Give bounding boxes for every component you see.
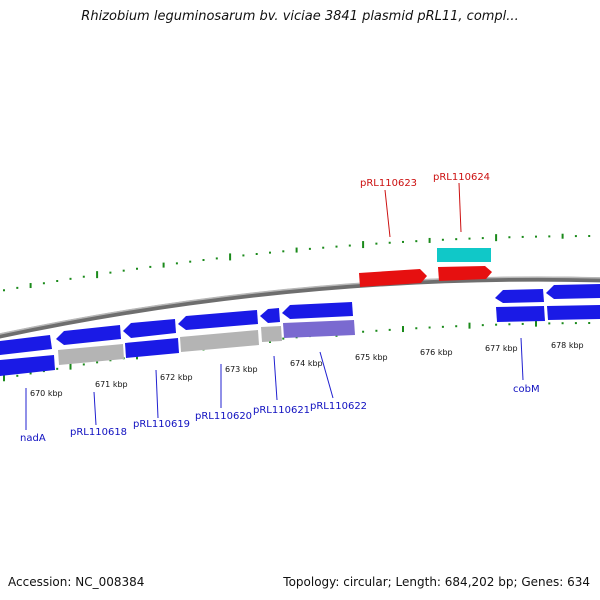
gene-label-pRL110618[interactable]: pRL110618 (70, 427, 127, 438)
gene-labels: nadA pRL110618 pRL110619 pRL110620 pRL11… (20, 172, 540, 444)
scale-label: 672 kbp (160, 373, 193, 382)
outer-tick-ring (3, 233, 591, 292)
gene-arrow[interactable] (123, 319, 176, 338)
gene-arrow[interactable] (0, 335, 52, 355)
gene-label-nadA[interactable]: nadA (20, 433, 46, 444)
reverse-strand-genes (0, 305, 600, 376)
gene-arrow-red[interactable] (359, 269, 427, 287)
scale-label: 677 kbp (485, 344, 518, 353)
gene-arrow[interactable] (546, 284, 600, 299)
gene-label-pRL110623[interactable]: pRL110623 (360, 178, 417, 189)
gene-arrow-red[interactable] (438, 266, 492, 281)
gene-label-pRL110621[interactable]: pRL110621 (253, 405, 310, 416)
scale-label: 676 kbp (420, 348, 453, 357)
scale-label: 673 kbp (225, 365, 258, 374)
gene-arrow[interactable] (282, 302, 353, 319)
gene-block-purple[interactable] (283, 320, 355, 338)
scale-labels: 670 kbp 671 kbp 672 kbp 673 kbp 674 kbp … (30, 341, 584, 398)
scale-label: 675 kbp (355, 353, 388, 362)
backbone-arc-highlight (0, 276, 600, 335)
label-leaders (25, 337, 524, 430)
pseudogene-block[interactable] (261, 326, 282, 342)
gene-block[interactable] (547, 305, 600, 320)
pseudogene-block[interactable] (58, 344, 124, 365)
gene-arrow[interactable] (495, 289, 544, 303)
gene-label-pRL110622[interactable]: pRL110622 (310, 401, 367, 412)
gene-label-cobM[interactable]: cobM (513, 384, 540, 395)
pseudogene-block[interactable] (180, 330, 259, 352)
gene-arrow[interactable] (260, 308, 280, 323)
gene-block[interactable] (0, 355, 55, 376)
gene-arrow[interactable] (178, 310, 258, 330)
gene-arrow[interactable] (56, 325, 121, 345)
scale-label: 674 kbp (290, 359, 323, 368)
accession-text: Accession: NC_008384 (8, 575, 145, 589)
backbone-arc (0, 276, 600, 339)
gene-label-pRL110619[interactable]: pRL110619 (133, 419, 190, 430)
map-title: Rhizobium leguminosarum bv. viciae 3841 … (81, 9, 519, 24)
label-leaders-red (384, 182, 462, 238)
gene-block-cyan[interactable] (437, 248, 491, 262)
scale-label: 671 kbp (95, 380, 128, 389)
highlighted-genes (359, 248, 492, 287)
gene-label-pRL110624[interactable]: pRL110624 (433, 172, 490, 183)
gene-block[interactable] (125, 338, 179, 358)
forward-strand-genes (0, 284, 600, 355)
scale-label: 678 kbp (551, 341, 584, 350)
topology-text: Topology: circular; Length: 684,202 bp; … (283, 575, 590, 589)
gene-block[interactable] (496, 306, 545, 322)
gene-label-pRL110620[interactable]: pRL110620 (195, 411, 252, 422)
scale-label: 670 kbp (30, 389, 63, 398)
